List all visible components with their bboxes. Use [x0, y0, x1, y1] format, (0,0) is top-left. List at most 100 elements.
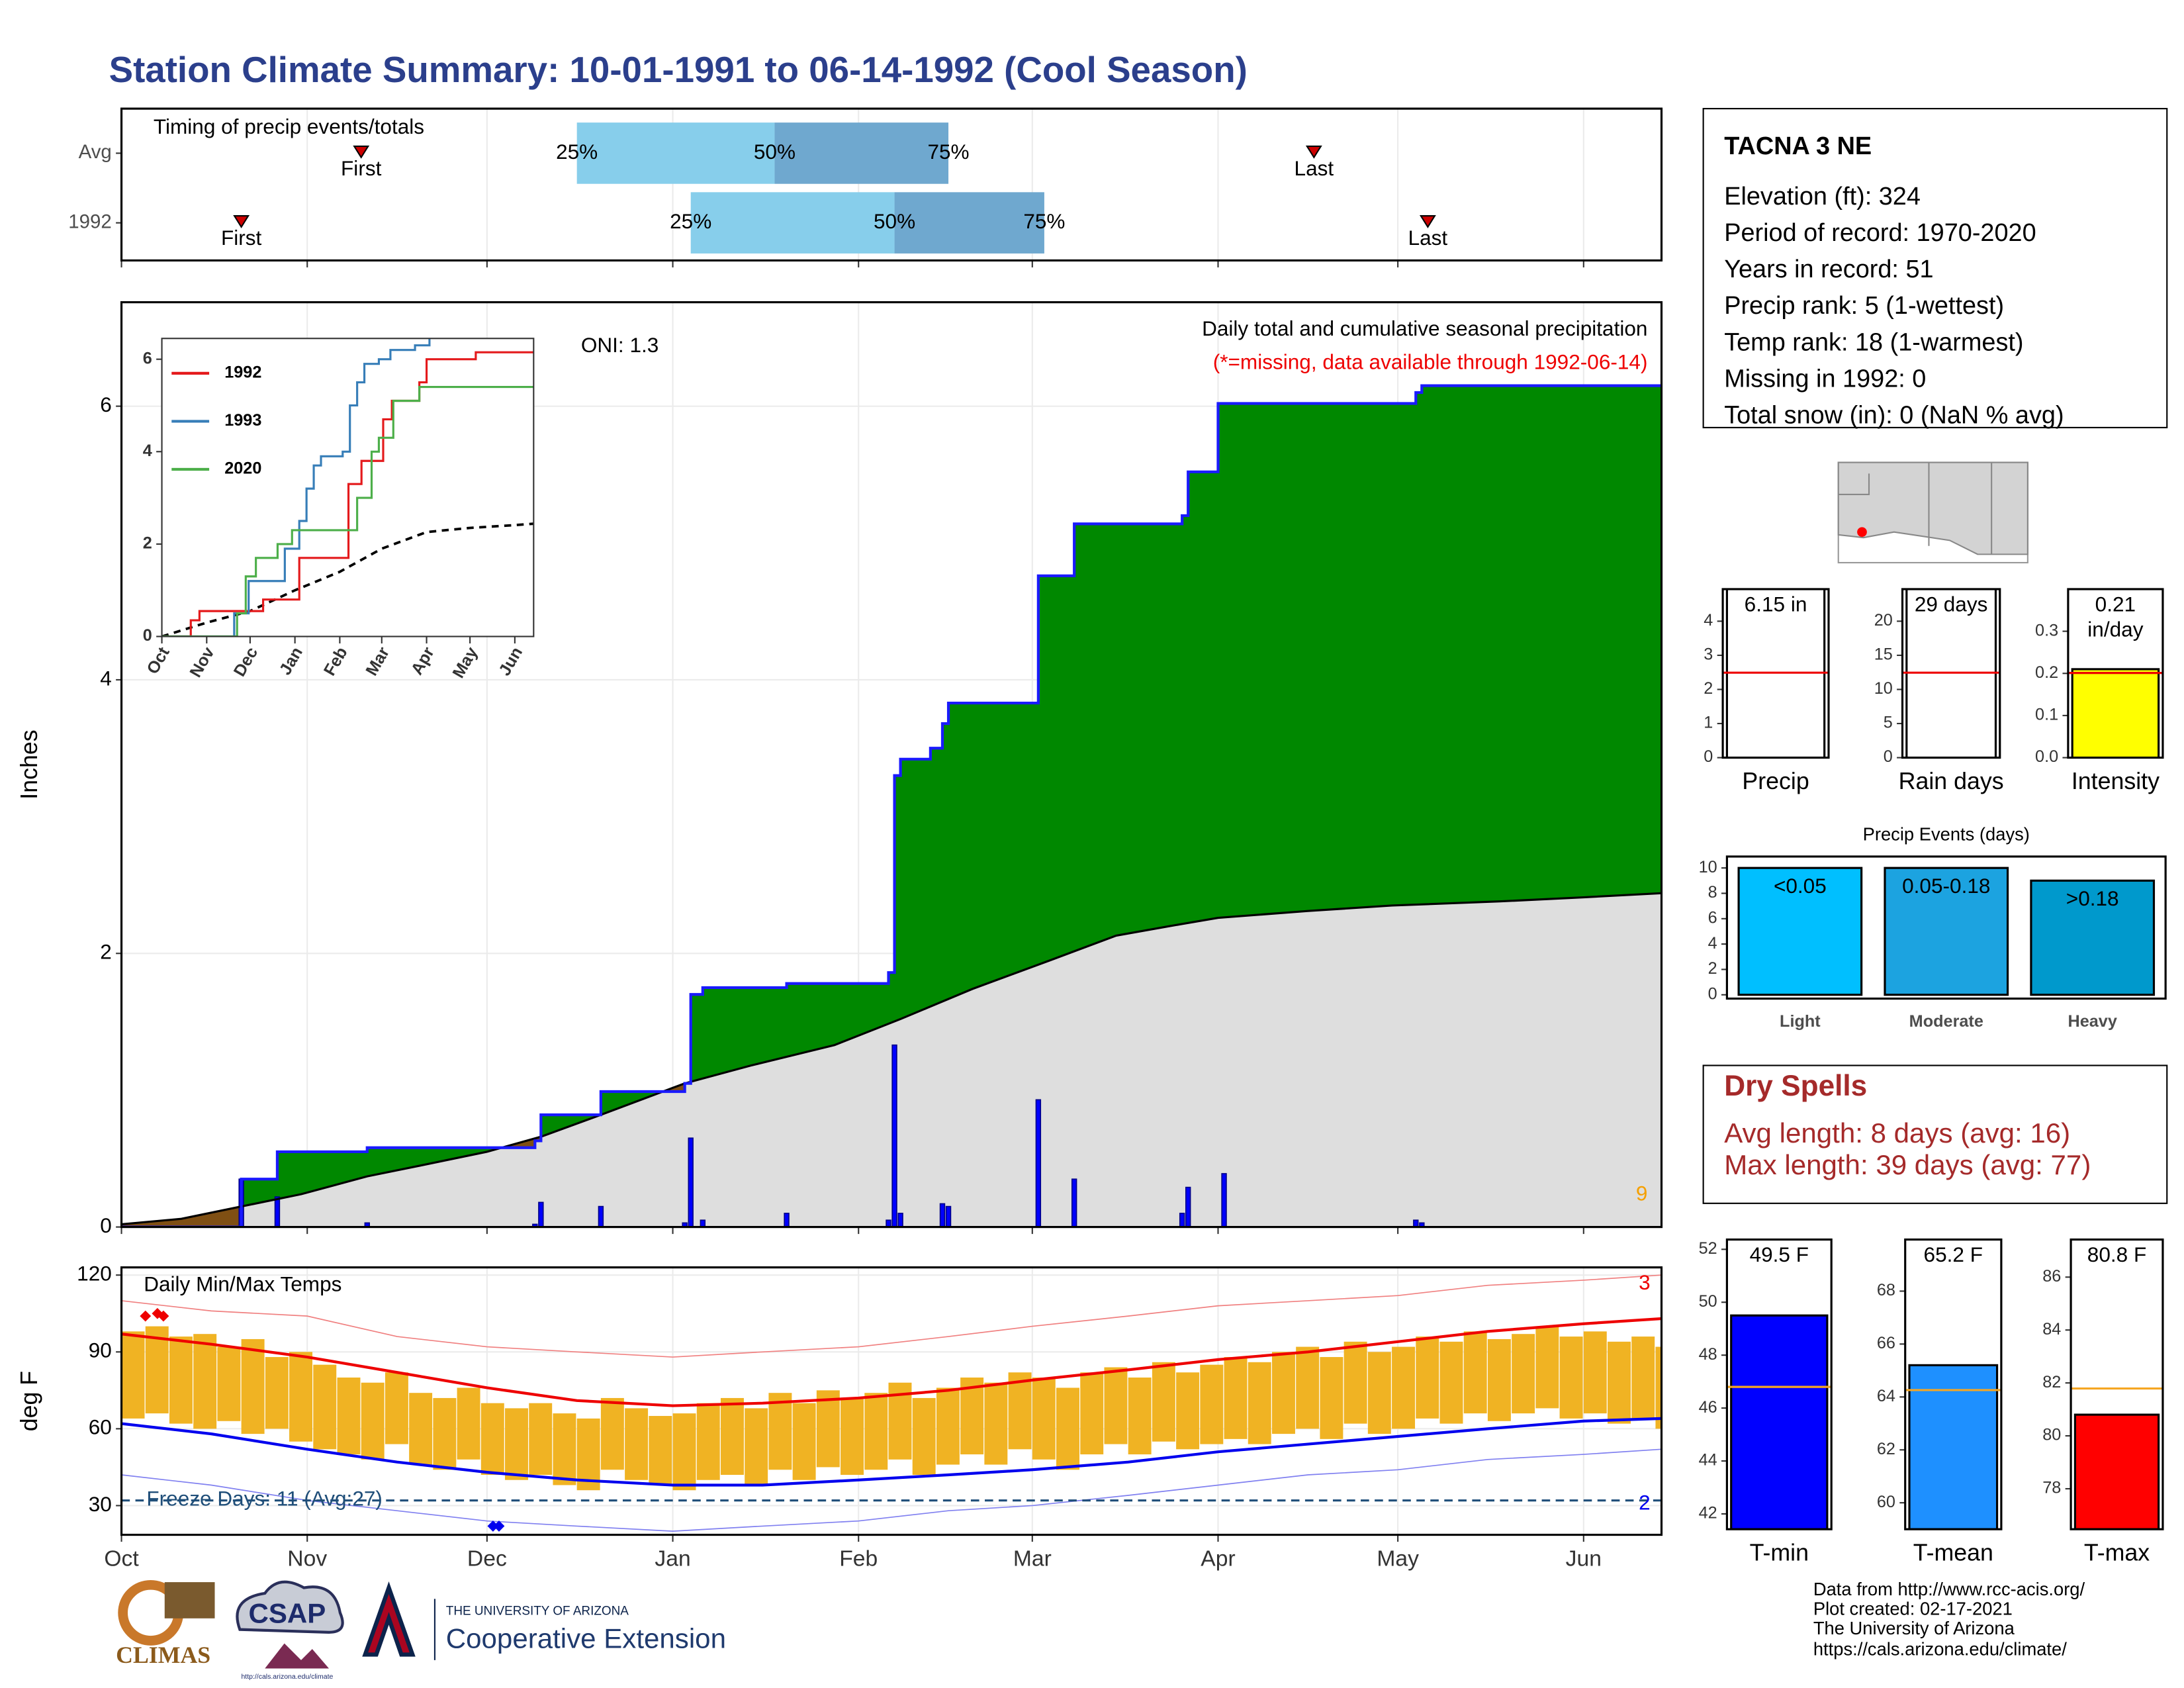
temp-range-bar: [600, 1397, 624, 1470]
temp-range-bar: [409, 1393, 433, 1465]
plot-frame: [120, 107, 1663, 262]
climas-text: CLIMAS: [116, 1642, 210, 1668]
temp-range-bar: [672, 1413, 696, 1491]
y-tick-label: 2: [1704, 679, 1713, 698]
logos: CLIMAS CSAP http://cals.arizona.edu/clim…: [116, 1579, 726, 1681]
value-label-box: 65.2 F: [1924, 1244, 1983, 1268]
record-marker: [158, 1310, 169, 1322]
y-tick-label: 64: [1877, 1387, 1895, 1405]
temp-range-bar: [193, 1334, 217, 1429]
y-tick-label: 52: [1699, 1239, 1717, 1258]
daily-bar: [688, 1137, 694, 1227]
x-tick-label: Nov: [287, 1546, 327, 1571]
plot-area: [1905, 1364, 2001, 1530]
temp-range-bar: [649, 1416, 672, 1485]
temp-range-bar: [1080, 1372, 1104, 1455]
x-tick-label: Dec: [467, 1546, 507, 1571]
daily-bar: [1071, 1178, 1077, 1227]
y-tick-label: 6: [1708, 908, 1717, 927]
y-axis-label: Inches: [16, 729, 42, 799]
temp-range-bar: [217, 1346, 241, 1421]
temp-range-bar: [936, 1387, 960, 1465]
extension-text: Cooperative Extension: [446, 1623, 726, 1654]
chart-title: Daily Min/Max Temps: [144, 1272, 341, 1295]
temp-range-bar: [1512, 1334, 1535, 1414]
bar: [2071, 668, 2160, 758]
y-tick-label: 46: [1699, 1398, 1717, 1417]
quartile-bar: [576, 122, 775, 184]
event-marker: [1305, 145, 1322, 159]
x-axis-label: Precip: [1742, 768, 1809, 794]
temp-range-bar: [576, 1418, 600, 1491]
x-tick-label: Jun: [1566, 1546, 1602, 1571]
temp-range-bar: [792, 1403, 816, 1480]
event-marker: [1419, 215, 1436, 228]
y-tick-label: 78: [2042, 1479, 2061, 1497]
daily-bar: [1179, 1213, 1185, 1227]
plot-area: [2071, 1387, 2163, 1530]
quartile-label: 75%: [1023, 209, 1065, 233]
temp-range-bar: [745, 1408, 768, 1485]
station-line: Total snow (in): 0 (NaN % avg): [1724, 402, 2064, 430]
missing-note: (*=missing, data available through 1992-…: [1213, 350, 1648, 373]
ua-logo: [362, 1581, 416, 1657]
y-tick-label: 90: [89, 1338, 112, 1362]
overlap-area: [121, 893, 1662, 1227]
record-marker: [487, 1520, 499, 1532]
station-name: TACNA 3 NE: [1724, 132, 1872, 160]
temp-range-bar: [480, 1403, 504, 1476]
temp-range-bar: [1416, 1336, 1439, 1419]
event-label: Last: [1295, 156, 1334, 180]
y-tick-label: 0.1: [2035, 706, 2058, 724]
quartile-bar: [894, 192, 1044, 254]
temp-range-bar: [1032, 1377, 1056, 1460]
temp-range-bar: [361, 1382, 385, 1460]
station-line: Period of record: 1970-2020: [1724, 219, 2036, 247]
temp-range-bar: [385, 1372, 408, 1444]
temp-range-bar: [1608, 1341, 1631, 1424]
station-line: Precip rank: 5 (1-wettest): [1724, 292, 2004, 320]
temp-range-bar: [1439, 1341, 1463, 1424]
plot-frame: [120, 301, 1663, 1229]
bar: [1730, 1314, 1829, 1530]
event-marker: [233, 215, 250, 228]
temp-range-bar: [1008, 1372, 1032, 1450]
bar: [1737, 867, 1863, 996]
quartile-label: 75%: [927, 140, 969, 164]
temp-range-bar: [145, 1326, 169, 1414]
y-tick-label: 5: [1884, 714, 1893, 732]
event-label: First: [341, 156, 382, 180]
daily-bar: [1221, 1173, 1227, 1227]
y-tick-label: 120: [77, 1262, 112, 1286]
value-label-box: 29 days: [1915, 593, 1988, 617]
daily-bar: [682, 1222, 688, 1227]
dry-spells-box: [1702, 1064, 2168, 1204]
missing-count: 9: [1636, 1182, 1648, 1205]
row-label: Avg: [79, 141, 112, 163]
bar: [1908, 1364, 1999, 1530]
csap-url: http://cals.arizona.edu/climate: [241, 1673, 333, 1681]
temp-range-bar: [553, 1413, 576, 1485]
temp-range-bar: [265, 1357, 289, 1429]
temp-range-bar: [1104, 1367, 1128, 1444]
plot-area: [1727, 1314, 1832, 1530]
y-tick-label: 66: [1877, 1334, 1895, 1352]
record-marker: [493, 1520, 505, 1532]
dry-spells-line: Avg length: 8 days (avg: 16): [1724, 1117, 2070, 1149]
series-line: [161, 385, 534, 637]
footer-line: The University of Arizona: [1813, 1618, 2015, 1638]
series-line: [161, 351, 534, 637]
chart-subtitle: Timing of precip events/totals: [154, 115, 424, 138]
bar: [1884, 867, 2009, 996]
chart-title: Daily total and cumulative seasonal prec…: [1202, 316, 1647, 340]
cumulative-line: [121, 384, 1662, 1227]
temp-range-bar: [864, 1393, 888, 1470]
footer-line: Data from http://www.rcc-acis.org/: [1813, 1579, 2085, 1599]
daily-bar: [364, 1222, 370, 1227]
csap-text: CSAP: [248, 1598, 326, 1629]
y-tick-label: 10: [1699, 858, 1717, 876]
x-tick-label: Heavy: [2068, 1012, 2117, 1031]
dry-spells-title: Dry Spells: [1724, 1070, 1867, 1102]
y-tick-label: 0.3: [2035, 621, 2058, 639]
temp-range-bar: [984, 1382, 1008, 1465]
